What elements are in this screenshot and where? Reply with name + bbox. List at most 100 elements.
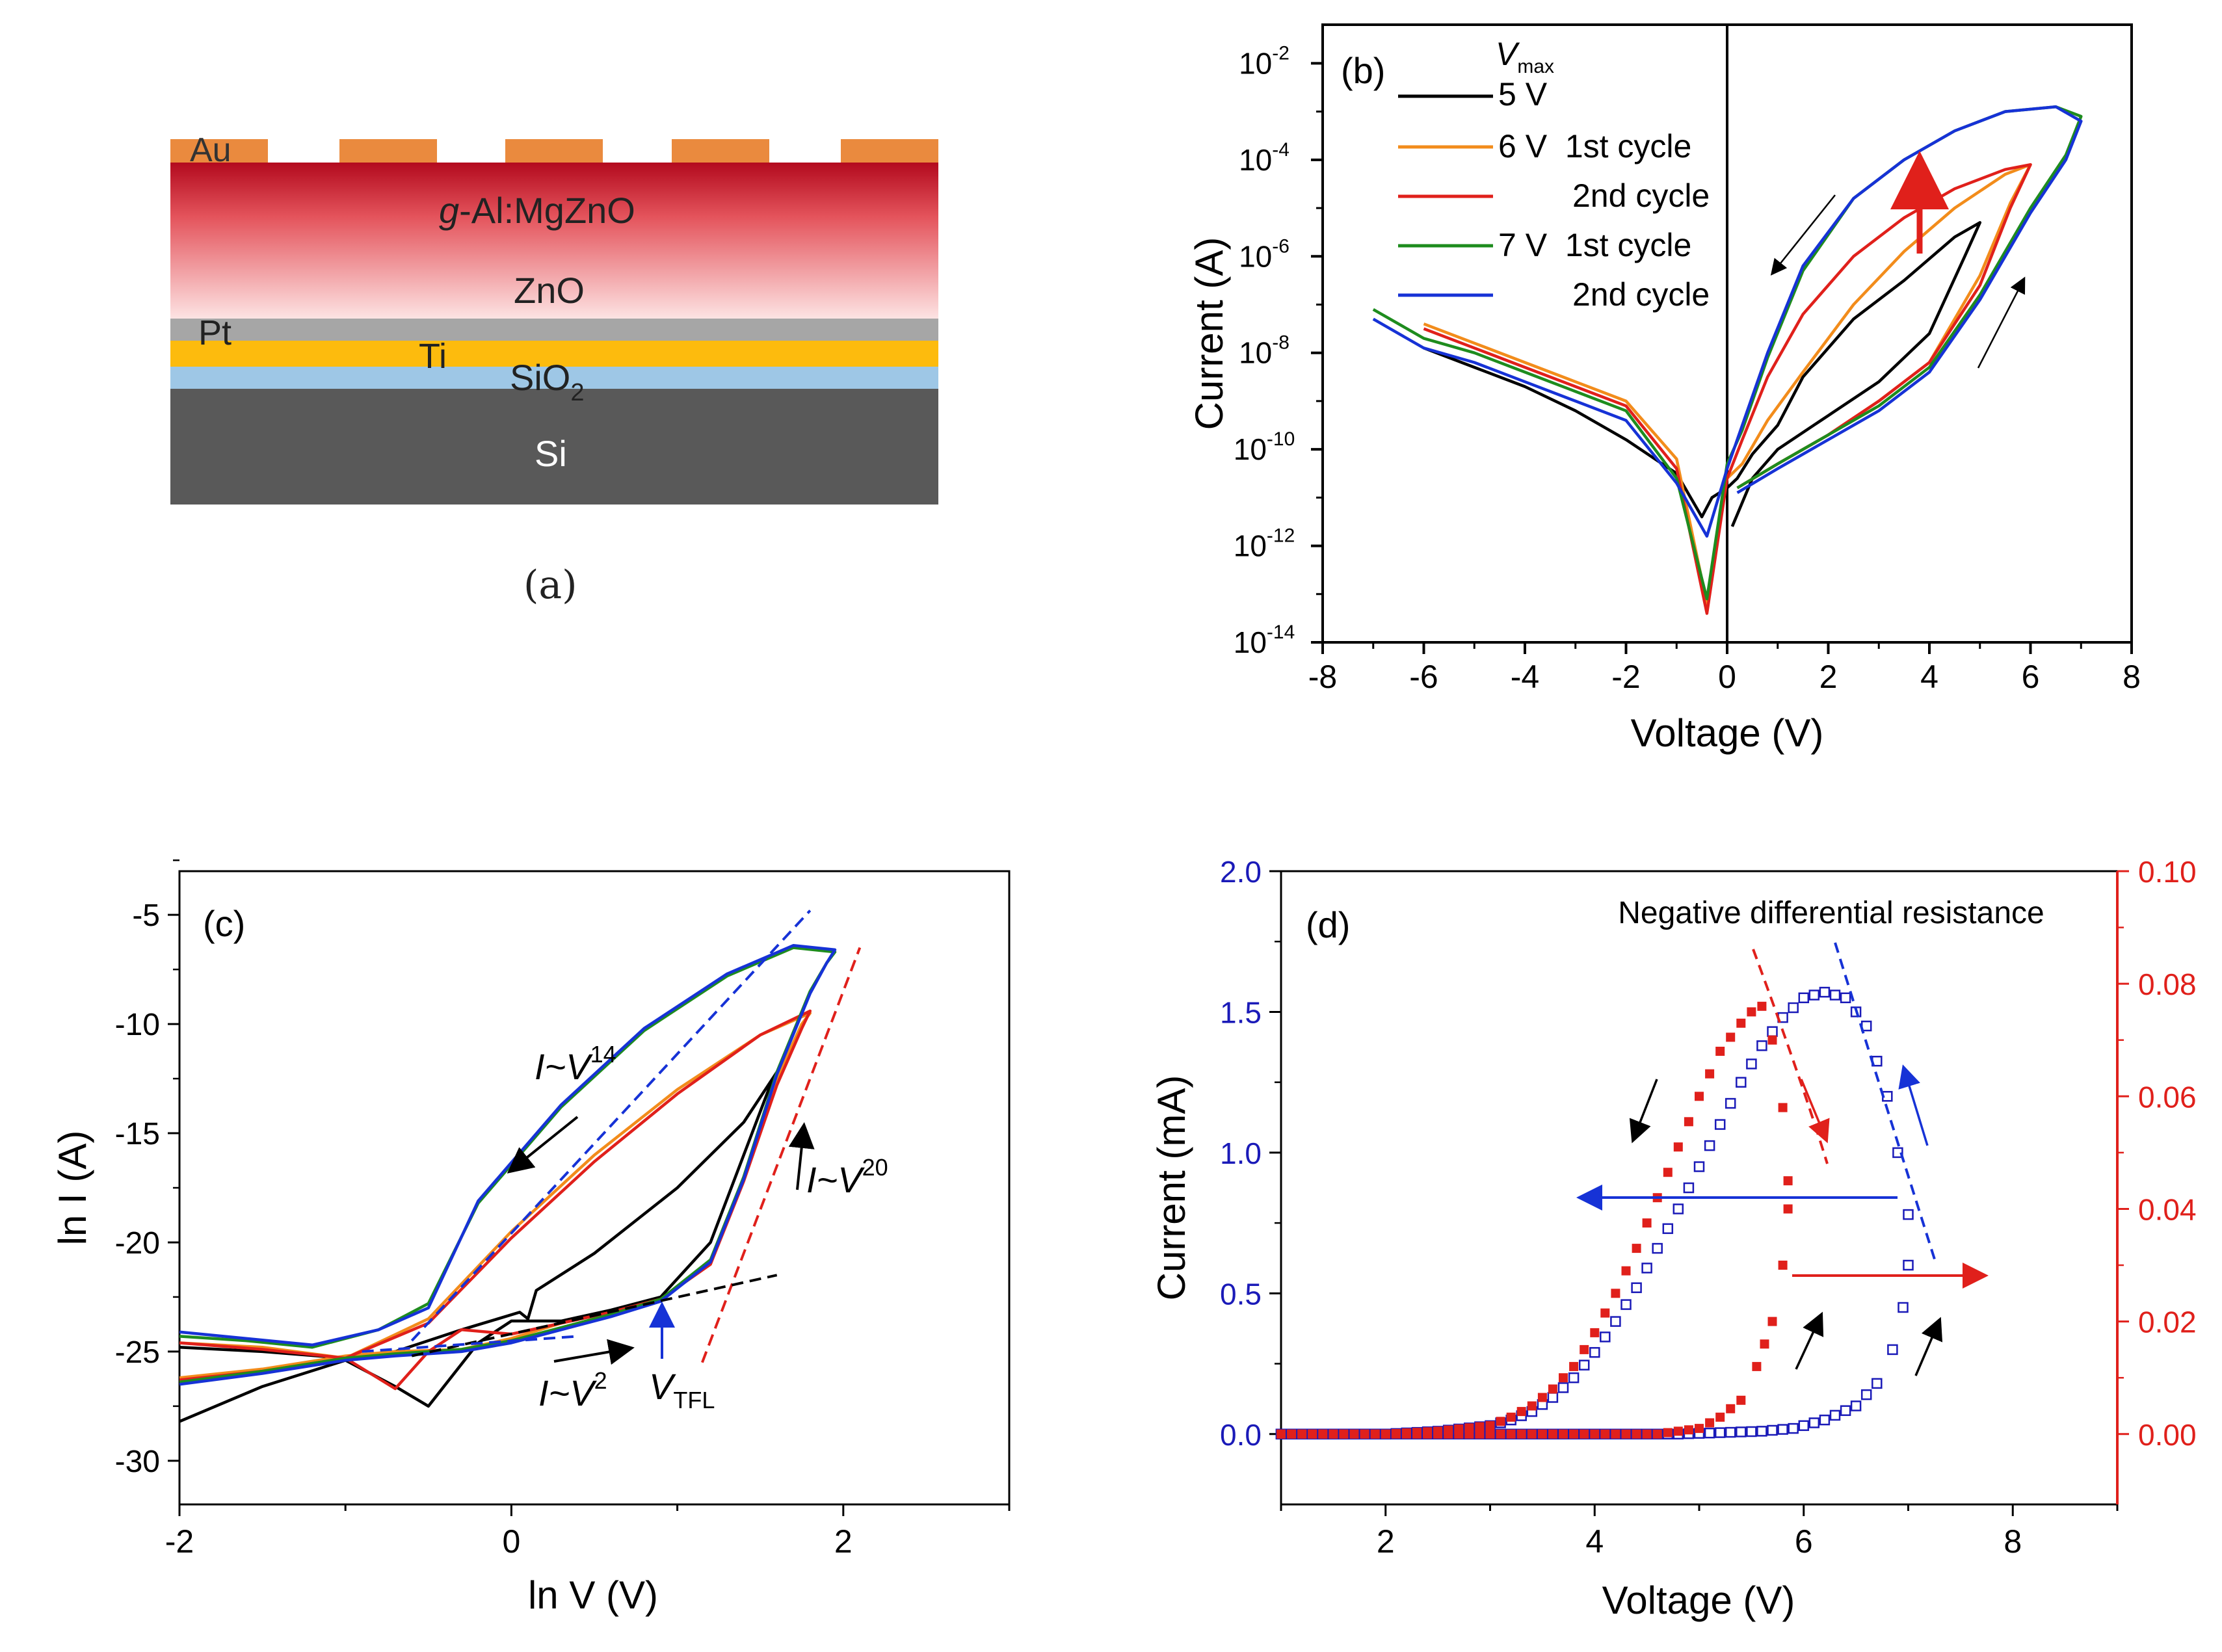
data-point	[1673, 1203, 1684, 1214]
y-tick-label: -30	[115, 1445, 160, 1479]
data-point	[1829, 990, 1841, 1001]
ndr-guide-blue	[1834, 942, 1937, 1262]
data-point	[1715, 1412, 1725, 1422]
x-axis-label: Voltage (V)	[1631, 711, 1824, 755]
panel-b-iv-log-chart: -8 -6 -4 -2 0 2 4 6 8 10-2 10-4 10-6 10-8 10-10 10-12…	[1187, 23, 2141, 755]
y-tick-label: 10-2	[1239, 42, 1290, 80]
data-point	[1705, 1418, 1715, 1428]
x-tick-label: -2	[1611, 659, 1640, 695]
au-pad	[170, 139, 268, 163]
series-line	[1423, 221, 1982, 527]
x-tick-label: -6	[1409, 659, 1438, 695]
data-point	[1695, 1424, 1704, 1434]
data-point	[1569, 1429, 1579, 1439]
caption-a: (a)	[523, 562, 577, 608]
data-point	[1798, 992, 1810, 1004]
layer-al-mgzno-zno	[170, 163, 938, 319]
data-point	[1903, 1209, 1914, 1220]
y-right-tick-label: 0.08	[2138, 967, 2197, 1001]
arrow-forward-low	[553, 1339, 635, 1365]
data-point	[1767, 1424, 1778, 1436]
y-tick-label: 10-8	[1239, 332, 1290, 370]
data-point	[1600, 1331, 1611, 1343]
data-point	[1684, 1117, 1693, 1127]
data-point	[1423, 1427, 1433, 1437]
data-point	[1752, 1361, 1762, 1371]
panel-label: (d)	[1306, 904, 1350, 945]
plot-frame	[178, 870, 1011, 1506]
y-tick-label: 10-6	[1239, 235, 1290, 273]
data-point	[1590, 1328, 1600, 1337]
x-tick-label: 4	[1920, 659, 1938, 695]
data-point	[1632, 1429, 1641, 1439]
data-point	[1736, 1018, 1746, 1028]
data-point	[1632, 1244, 1641, 1253]
y-tick-labels: 10-2 10-4 10-6 10-8 10-10 10-12 10-14	[1234, 42, 1295, 659]
x-tick-label: -2	[165, 1523, 194, 1560]
legend-entry: 2nd cycle	[1572, 177, 1710, 214]
data-point	[1715, 1047, 1725, 1056]
data-point	[1747, 1007, 1756, 1017]
sweep-arrow	[1914, 1317, 1943, 1376]
data-point	[1840, 992, 1851, 1004]
data-point	[1725, 1097, 1736, 1109]
data-point	[1559, 1373, 1568, 1383]
data-point	[1736, 1077, 1747, 1088]
data-point	[1516, 1407, 1526, 1417]
y-tick-label: 10-4	[1239, 139, 1290, 177]
au-pad	[505, 139, 603, 163]
data-point	[1506, 1429, 1516, 1439]
data-point	[1537, 1429, 1547, 1439]
label-si: Si	[535, 433, 567, 474]
data-point	[1788, 1423, 1799, 1434]
data-point	[1725, 1426, 1736, 1438]
y-right-tick-label: 0.04	[2138, 1192, 2197, 1226]
series-line	[179, 1009, 812, 1391]
sweep-arrow-up	[1977, 276, 2026, 369]
data-point	[1506, 1412, 1516, 1422]
data-point	[1683, 1182, 1695, 1194]
y-tick-label: -20	[115, 1226, 160, 1261]
data-point	[1611, 1289, 1620, 1298]
data-point	[1778, 1261, 1788, 1270]
au-pads	[170, 139, 938, 163]
y-axis-label: ln I (A)	[51, 1131, 94, 1246]
data-point	[1705, 1069, 1715, 1079]
panel-a-stack-diagram: Au g-Al:MgZnO ZnO Pt Ti SiO2 Si (a)	[170, 131, 938, 608]
y-tick-label: 1.0	[1220, 1136, 1262, 1170]
data-point	[1548, 1384, 1557, 1394]
data-point	[1527, 1429, 1537, 1439]
data-point	[1318, 1429, 1328, 1439]
data-point	[1308, 1429, 1317, 1439]
data-point	[1339, 1429, 1349, 1439]
data-point	[1631, 1282, 1642, 1293]
data-point	[1641, 1263, 1652, 1274]
data-point	[1783, 1176, 1793, 1186]
data-point	[1663, 1428, 1673, 1437]
data-point	[1746, 1426, 1757, 1437]
data-point	[1496, 1417, 1505, 1426]
data-point	[1349, 1429, 1359, 1439]
data-point	[1695, 1092, 1704, 1101]
data-point	[1819, 1414, 1831, 1426]
series-group	[1275, 986, 1914, 1440]
y-right-tick-label: 0.00	[2138, 1418, 2197, 1452]
x-tick-label: 2	[834, 1523, 853, 1560]
data-point	[1569, 1361, 1579, 1371]
label-sio2: SiO2	[510, 357, 585, 406]
data-point	[1297, 1429, 1307, 1439]
data-point	[1589, 1346, 1600, 1358]
y-tick-label: -15	[115, 1117, 160, 1151]
data-point	[1642, 1429, 1652, 1439]
x-tick-label: 4	[1585, 1523, 1604, 1560]
x-tick-label: 0	[502, 1523, 520, 1560]
label-pt: Pt	[198, 313, 231, 352]
annotation-vtfl: VTFL	[649, 1366, 715, 1413]
legend: Vmax 5 V 6 V 1st cycle 2nd cycle 7 V 1st…	[1398, 36, 1710, 313]
data-point	[1652, 1242, 1663, 1254]
data-point	[1767, 1317, 1777, 1326]
data-point	[1756, 1426, 1767, 1437]
panel-label: (c)	[203, 903, 245, 944]
